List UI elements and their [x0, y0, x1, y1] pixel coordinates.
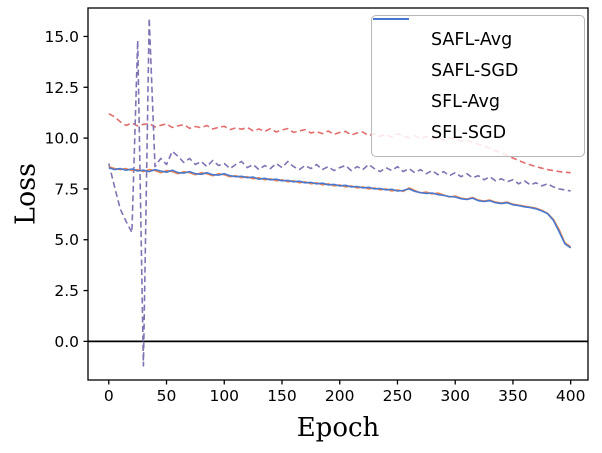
x-tick-label: 400 — [556, 387, 586, 405]
legend-line-sample-safl-avg — [373, 18, 420, 43]
legend-item-sfl-sgd: SFL-SGD — [373, 18, 574, 148]
y-axis-label: Loss — [10, 163, 42, 225]
y-tick-label: 2.5 — [54, 282, 79, 300]
legend-label: SAFL-Avg — [431, 29, 513, 50]
x-tick-label: 150 — [267, 387, 297, 405]
x-tick-label: 100 — [209, 387, 239, 405]
x-tick-label: 0 — [104, 387, 114, 405]
x-axis-label: Epoch — [296, 413, 380, 443]
series-line-safl-sgd — [108, 17, 571, 367]
x-tick-label: 200 — [325, 387, 355, 405]
series-line-safl-avg — [108, 112, 571, 174]
y-tick-label: 15.0 — [44, 28, 79, 46]
legend-item-sfl-avg: SFL-Avg — [373, 18, 574, 117]
legend-line-sample-sfl-avg — [373, 18, 420, 105]
x-tick-label: 300 — [440, 387, 470, 405]
y-tick-label: 7.5 — [54, 180, 79, 198]
x-tick-label: 250 — [383, 387, 413, 405]
legend-item-safl-sgd: SAFL-SGD — [373, 18, 574, 86]
legend-label: SAFL-SGD — [431, 60, 519, 81]
y-tick-label: 10.0 — [44, 130, 79, 148]
legend-label: SFL-Avg — [431, 91, 500, 112]
y-tick-label: 0.0 — [54, 333, 79, 351]
legend-line-sample-safl-sgd — [373, 18, 420, 74]
x-tick-label: 50 — [157, 387, 177, 405]
x-tick-label: 350 — [498, 387, 528, 405]
legend-line-sample-sfl-sgd — [373, 18, 420, 136]
chart-legend: SAFL-Avg SAFL-SGD SFL-Avg SFL-SGD — [371, 15, 585, 157]
series-line-sfl-sgd — [108, 166, 572, 249]
y-tick-label: 12.5 — [44, 79, 79, 97]
legend-label: SFL-SGD — [431, 122, 507, 143]
y-tick-label: 5.0 — [54, 231, 79, 249]
axes-spines — [87, 7, 589, 381]
legend-item-safl-avg: SAFL-Avg — [373, 18, 574, 55]
